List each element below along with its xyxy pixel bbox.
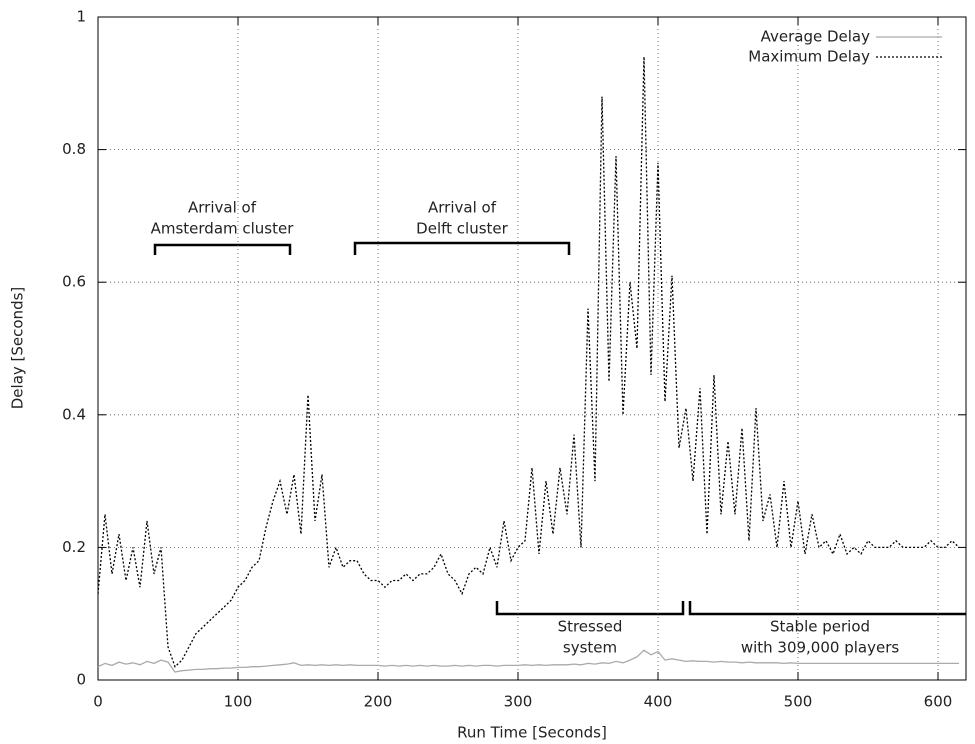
x-tick-label: 400 [644, 693, 673, 711]
series-line [97, 649, 959, 673]
x-tick-label: 200 [364, 693, 393, 711]
x-axis-label: Run Time [Seconds] [457, 724, 607, 742]
legend-label: Average Delay [761, 28, 871, 46]
y-tick-label: 0 [76, 671, 86, 689]
bracket [495, 601, 685, 616]
y-tick-label: 0.8 [62, 140, 86, 158]
x-tick-label: 300 [504, 693, 533, 711]
y-tick-label: 0.6 [62, 273, 86, 291]
annotation: with 309,000 players [741, 639, 900, 657]
annotation: system [563, 639, 617, 657]
plot-frame [97, 16, 967, 681]
y-tick-label: 0.2 [62, 538, 86, 556]
legend-label: Maximum Delay [748, 48, 870, 66]
x-tick-label: 600 [924, 693, 953, 711]
annotation: Stable period [770, 618, 870, 636]
bracket [153, 243, 292, 255]
x-tick-label: 500 [784, 693, 813, 711]
annotation: Amsterdam cluster [151, 220, 295, 238]
series-line [97, 56, 960, 668]
annotation: Arrival of [428, 199, 497, 217]
y-tick-label: 1 [76, 8, 86, 26]
annotation: Arrival of [188, 199, 257, 217]
annotation: Delft cluster [416, 220, 508, 238]
y-axis-label: Delay [Seconds] [9, 287, 27, 410]
x-tick-label: 100 [224, 693, 253, 711]
annotation: Stressed [558, 618, 623, 636]
bracket [353, 241, 571, 255]
x-tick-label: 0 [93, 693, 103, 711]
bracket [688, 601, 966, 616]
y-tick-label: 0.4 [62, 405, 86, 423]
